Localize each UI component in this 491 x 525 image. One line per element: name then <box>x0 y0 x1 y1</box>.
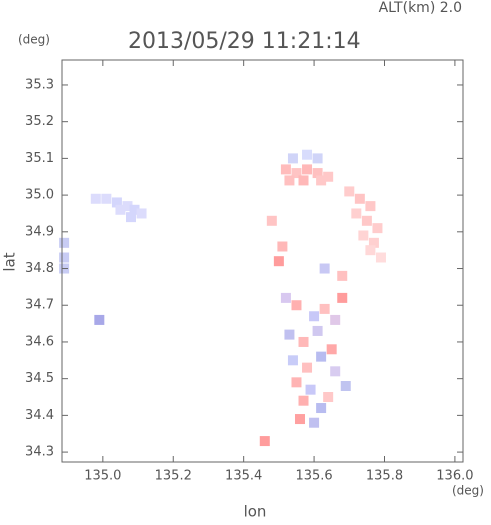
echo <box>115 204 126 215</box>
echo <box>344 186 355 197</box>
echo <box>298 395 309 406</box>
echo <box>365 201 376 212</box>
x-tick-label: 136.0 <box>436 469 473 484</box>
echo <box>280 164 291 175</box>
echo <box>59 237 70 248</box>
echo <box>287 153 298 164</box>
echo <box>319 303 330 314</box>
y-tick-label: 35.3 <box>25 77 54 92</box>
echo <box>302 149 313 160</box>
echo <box>358 230 369 241</box>
echo <box>312 168 323 179</box>
chart-title: 2013/05/29 11:21:14 <box>128 29 361 54</box>
echo <box>309 311 320 322</box>
y-tick-label: 34.4 <box>25 408 54 423</box>
echo <box>302 362 313 373</box>
echo <box>312 153 323 164</box>
echo <box>94 314 105 325</box>
x-tick-label: 135.4 <box>225 469 262 484</box>
echo <box>280 292 291 303</box>
y-tick-label: 34.6 <box>25 334 54 349</box>
echo <box>323 392 334 403</box>
echo <box>316 403 327 414</box>
echo <box>291 300 302 311</box>
echo <box>287 355 298 366</box>
echo <box>122 201 133 212</box>
echo <box>316 175 327 186</box>
echo <box>90 193 101 204</box>
echo <box>319 263 330 274</box>
echo <box>305 384 316 395</box>
x-tick-label: 135.6 <box>295 469 332 484</box>
echo <box>136 208 147 219</box>
y-tick-label: 34.9 <box>25 224 54 239</box>
echo <box>351 208 362 219</box>
echo <box>361 215 372 226</box>
echo <box>284 175 295 186</box>
echo <box>375 252 386 263</box>
plot-frame <box>61 59 464 463</box>
echo <box>316 351 327 362</box>
echo <box>298 336 309 347</box>
echo <box>266 215 277 226</box>
echo <box>273 256 284 267</box>
x-tick-label: 135.8 <box>366 469 403 484</box>
y-tick-label: 34.3 <box>25 445 54 460</box>
echo <box>337 292 348 303</box>
echo <box>291 168 302 179</box>
y-label: lat <box>1 252 19 271</box>
echo <box>126 212 137 223</box>
echo <box>101 193 112 204</box>
echo <box>340 381 351 392</box>
echo <box>323 171 334 182</box>
echo <box>277 241 288 252</box>
y-tick-label: 35.2 <box>25 114 54 129</box>
y-tick-label: 34.8 <box>25 261 54 276</box>
x-tick-label: 135.2 <box>155 469 192 484</box>
echo <box>284 329 295 340</box>
y-unit: (deg) <box>18 33 50 47</box>
echo <box>326 344 337 355</box>
echo <box>259 436 270 447</box>
echo <box>302 164 313 175</box>
echo <box>309 417 320 428</box>
x-unit: (deg) <box>452 484 484 498</box>
echo <box>129 204 140 215</box>
echo <box>298 175 309 186</box>
echo <box>337 270 348 281</box>
echo <box>111 197 122 208</box>
echo <box>330 366 341 377</box>
echo <box>368 237 379 248</box>
echo <box>372 223 383 234</box>
y-tick-label: 34.5 <box>25 371 54 386</box>
echo <box>291 377 302 388</box>
echo <box>59 252 70 263</box>
x-label: lon <box>244 503 267 521</box>
echo <box>354 193 365 204</box>
y-tick-label: 34.7 <box>25 298 54 313</box>
echo <box>294 414 305 425</box>
y-tick-label: 35.0 <box>25 188 54 203</box>
echo <box>365 245 376 256</box>
altitude: ALT(km) 2.0 <box>379 0 462 16</box>
echo <box>312 325 323 336</box>
x-tick-label: 135.0 <box>84 469 121 484</box>
echo <box>330 314 341 325</box>
y-tick-label: 35.1 <box>25 151 54 166</box>
